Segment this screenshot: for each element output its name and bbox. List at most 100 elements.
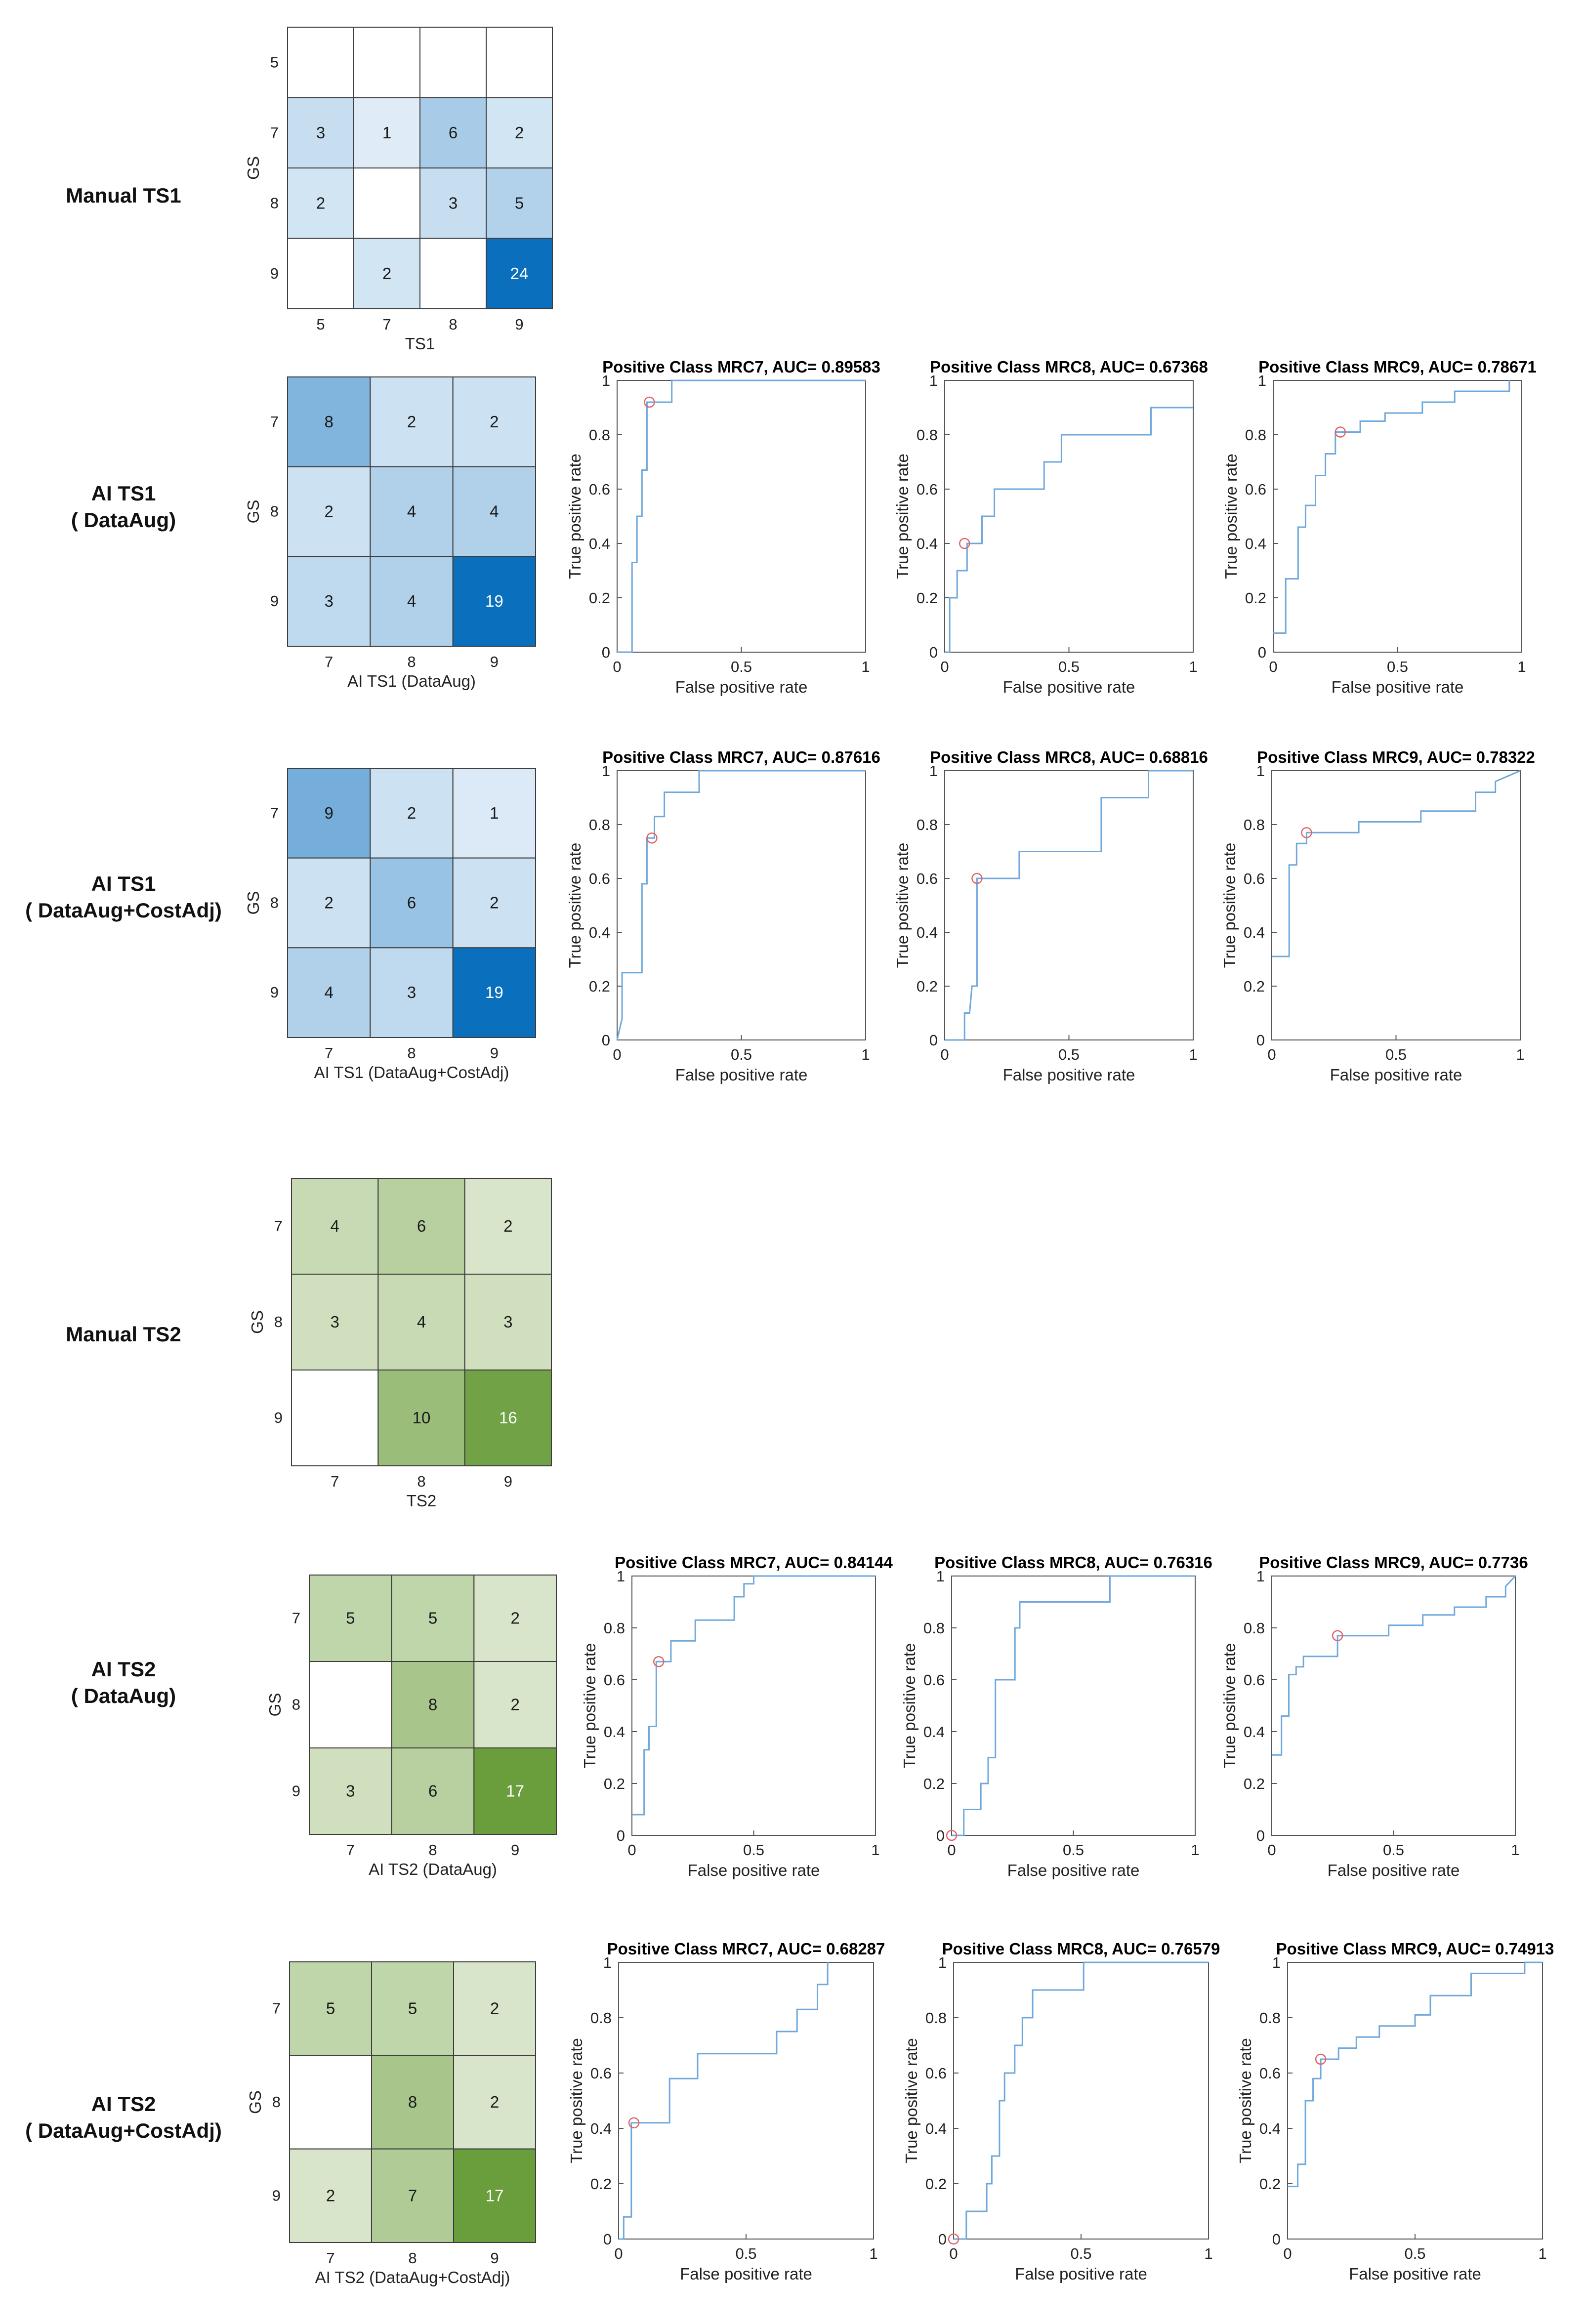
matrix-col-tick: 8 xyxy=(408,2249,417,2267)
matrix-cell xyxy=(370,947,454,1038)
y-tick-label: 0.4 xyxy=(917,924,938,941)
operating-point-marker xyxy=(948,2233,959,2245)
matrix-cell-value: 1 xyxy=(490,804,499,822)
y-tick-label: 0 xyxy=(1256,1827,1265,1844)
roc-y-label: True positive rate xyxy=(1236,2038,1254,2163)
roc-plot-frame xyxy=(1273,380,1522,653)
y-tick-label: 1 xyxy=(1256,762,1265,780)
y-tick-label: 0.4 xyxy=(1259,2120,1281,2137)
matrix-cell-value: 2 xyxy=(382,264,391,283)
matrix-cell xyxy=(353,167,420,239)
matrix-cell-value: 4 xyxy=(330,1217,339,1235)
matrix-cell xyxy=(452,376,537,467)
matrix-cell xyxy=(291,1370,379,1466)
matrix-cell-value: 2 xyxy=(490,894,499,912)
matrix-col-tick: 9 xyxy=(515,316,523,333)
matrix-cell xyxy=(370,556,454,647)
y-tick-label: 0.4 xyxy=(923,1723,945,1741)
y-tick-label: 0.4 xyxy=(925,2120,947,2137)
matrix-cell-value: 2 xyxy=(324,894,333,912)
x-tick-label: 1 xyxy=(1516,1046,1524,1063)
matrix-cell xyxy=(419,167,487,239)
y-tick-label: 0.8 xyxy=(1244,816,1265,833)
x-tick-label: 0 xyxy=(947,1841,956,1859)
matrix-cell xyxy=(289,2148,372,2243)
matrix-cell-value: 5 xyxy=(428,1609,437,1627)
matrix-cell xyxy=(370,768,454,859)
matrix-cell xyxy=(453,1961,536,2056)
matrix-col-tick: 7 xyxy=(325,653,333,670)
y-tick-label: 1 xyxy=(938,1954,947,1971)
y-tick-label: 1 xyxy=(936,1568,945,1585)
y-tick-label: 0.6 xyxy=(590,2065,612,2082)
y-tick-label: 0 xyxy=(602,1032,610,1049)
roc-plot-frame xyxy=(617,380,866,653)
y-tick-label: 0.2 xyxy=(1244,978,1265,995)
x-tick-label: 0.5 xyxy=(1063,1841,1084,1859)
x-tick-label: 0 xyxy=(613,658,621,675)
x-tick-label: 1 xyxy=(861,658,870,675)
roc-x-label: False positive rate xyxy=(1330,1066,1462,1084)
matrix-cell-value: 6 xyxy=(407,894,416,912)
y-tick-label: 0 xyxy=(938,2231,947,2248)
y-tick-label: 0 xyxy=(936,1827,945,1844)
y-tick-label: 0.8 xyxy=(604,1619,625,1637)
matrix-x-label: AI TS2 (DataAug) xyxy=(369,1860,497,1878)
y-tick-label: 0.8 xyxy=(590,2009,612,2027)
matrix-cell xyxy=(371,2148,454,2243)
matrix-cell xyxy=(473,1575,557,1662)
operating-point-marker xyxy=(959,538,970,549)
y-tick-label: 0 xyxy=(929,644,938,661)
operating-point-marker xyxy=(1332,1630,1343,1641)
matrix-col-tick: 7 xyxy=(382,316,391,333)
roc-title: Positive Class MRC9, AUC= 0.78322 xyxy=(1257,748,1535,766)
matrix-cell-value: 19 xyxy=(485,983,503,1001)
roc-curve-line xyxy=(1272,770,1521,957)
matrix-y-label: GS xyxy=(244,891,262,915)
roc-x-label: False positive rate xyxy=(1015,2265,1147,2283)
operating-point-marker xyxy=(646,832,658,844)
matrix-col-tick: 9 xyxy=(490,653,499,670)
matrix-row-tick: 9 xyxy=(292,1783,300,1800)
matrix-cell xyxy=(287,97,354,168)
roc-x-label: False positive rate xyxy=(1003,1066,1135,1084)
roc-curve-line xyxy=(945,770,1193,1041)
x-tick-label: 0.5 xyxy=(1387,658,1408,675)
matrix-cell-value: 3 xyxy=(330,1313,339,1331)
x-tick-label: 1 xyxy=(861,1046,870,1063)
matrix-y-label: GS xyxy=(246,2090,264,2114)
roc-y-label: True positive rate xyxy=(567,2038,585,2163)
y-tick-label: 0.6 xyxy=(923,1671,945,1689)
operating-point-marker xyxy=(1335,426,1346,438)
matrix-col-tick: 9 xyxy=(504,1473,512,1490)
row-label: ( DataAug+CostAdj) xyxy=(25,2119,222,2142)
y-tick-label: 1 xyxy=(602,372,610,389)
matrix-cell xyxy=(486,238,553,309)
y-tick-label: 1 xyxy=(1272,1954,1281,1971)
x-tick-label: 0 xyxy=(1267,1046,1276,1063)
y-tick-label: 0 xyxy=(929,1032,938,1049)
roc-title: Positive Class MRC7, AUC= 0.68287 xyxy=(607,1940,885,1958)
y-tick-label: 0.8 xyxy=(1244,1619,1265,1637)
roc-plot-frame xyxy=(953,1962,1209,2240)
matrix-cell-value: 4 xyxy=(417,1313,426,1331)
matrix-col-tick: 7 xyxy=(325,1044,333,1062)
roc-chart: Positive Class MRC9, AUC= 0.78671 0 0.2 0.4… xyxy=(1222,358,1537,696)
matrix-row-tick: 7 xyxy=(270,804,279,822)
roc-chart: Positive Class MRC9, AUC= 0.78322 0 0.2 0.4… xyxy=(1220,748,1535,1084)
x-tick-label: 0.5 xyxy=(731,658,752,675)
matrix-cell xyxy=(309,1661,392,1748)
matrix-cell-value: 3 xyxy=(316,124,325,142)
matrix-cell xyxy=(370,376,454,467)
y-tick-label: 0.4 xyxy=(589,535,610,552)
matrix-col-tick: 7 xyxy=(346,1841,355,1859)
matrix-cell xyxy=(473,1661,557,1748)
roc-y-label: True positive rate xyxy=(893,454,912,579)
y-tick-label: 0.2 xyxy=(1259,2175,1281,2193)
x-tick-label: 0 xyxy=(940,1046,949,1063)
y-tick-label: 0.4 xyxy=(1245,535,1266,552)
roc-y-label: True positive rate xyxy=(566,454,584,579)
matrix-cell-value: 2 xyxy=(490,413,499,431)
